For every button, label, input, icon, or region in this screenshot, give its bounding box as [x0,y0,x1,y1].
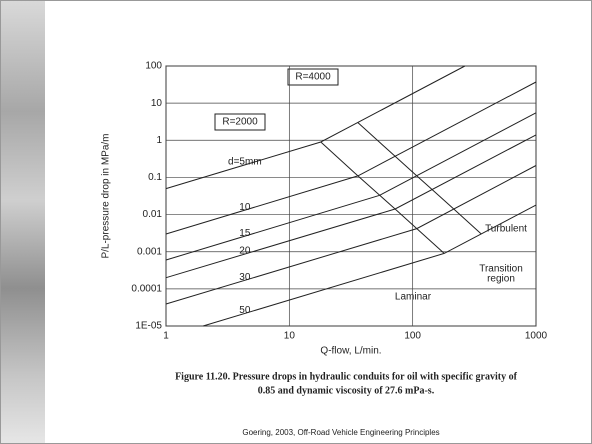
series-label: 20 [239,246,251,257]
series-line [165,112,537,261]
source: Goering, 2003, Off-Road Vehicle Engineer… [242,428,439,437]
y-tick-label: 100 [145,61,162,72]
caption: Figure 11.20. Pressure drops in hydrauli… [175,371,518,382]
x-tick-label: 10 [284,331,296,342]
annotation: region [487,274,515,285]
series-label: 30 [239,272,251,283]
series-line [320,141,445,254]
caption: 0.85 and dynamic viscosity of 27.6 mPa-s… [258,385,435,396]
annotation: Transition [479,264,523,275]
x-axis-label: Q-flow, L/min. [320,346,381,357]
series-label: 50 [239,305,251,316]
y-axis-label: P/L-pressure drop in MPa/m [101,133,112,258]
annotation-box [287,68,339,86]
series-label: d=5mm [228,157,262,168]
annotation: R=4000 [295,72,331,83]
y-tick-label: 0.001 [137,246,162,257]
decor-strip [1,1,45,443]
annotation: R=2000 [222,117,258,128]
y-tick-label: 0.1 [148,172,162,183]
y-tick-label: 1E-05 [135,321,162,332]
x-tick-label: 1 [163,331,169,342]
annotation: Turbulent [485,224,527,235]
y-tick-label: 10 [151,98,163,109]
series-label: 10 [239,202,251,213]
x-tick-label: 1000 [525,331,548,342]
series-label: 15 [239,228,251,239]
annotation: Laminar [395,292,432,303]
series-line [165,81,537,235]
series-line [165,134,537,279]
series-line [357,122,482,235]
x-tick-label: 100 [404,331,421,342]
y-tick-label: 1 [156,135,162,146]
annotation-box [214,113,266,131]
y-tick-label: 0.01 [143,209,163,220]
y-tick-label: 0.0001 [131,283,162,294]
